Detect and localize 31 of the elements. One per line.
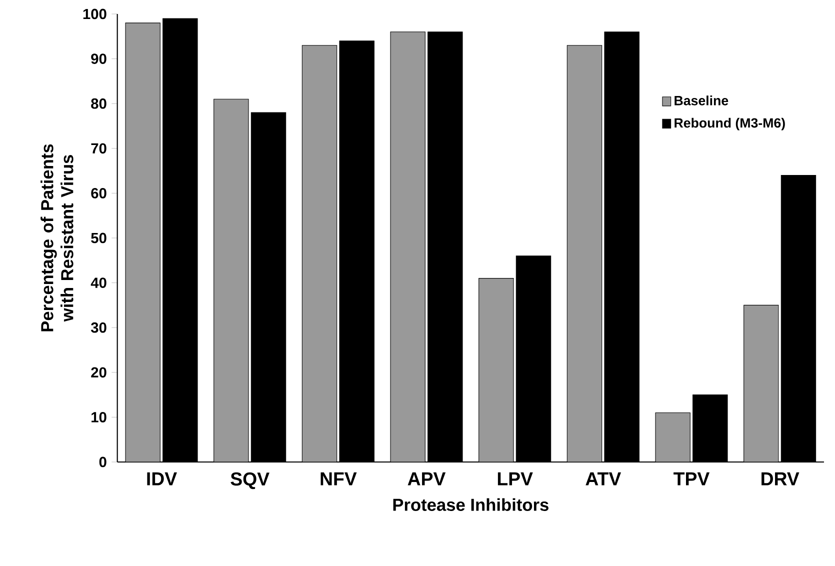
bar [566, 45, 602, 462]
x-tick-label: SQV [230, 472, 270, 490]
bar [125, 22, 160, 462]
x-tick-label: LPV [498, 472, 533, 486]
bar [390, 32, 426, 462]
bar [744, 304, 779, 462]
y-tick-label: 30 [90, 322, 106, 333]
y-tick-label: 0 [99, 456, 106, 468]
x-tick-label: NFV [320, 472, 357, 486]
y-tick-label: 100 [83, 8, 106, 20]
y-tick-label: 50 [91, 232, 106, 244]
y-tick-label: 80 [91, 98, 106, 109]
y-tick-label: 20 [91, 367, 106, 378]
x-axis-title: Protease Inhibitors [393, 498, 548, 511]
legend-label: Rebound (M3-M6) [674, 118, 785, 130]
y-axis-title: Percentage of Patients with Resistant Virus [40, 144, 74, 332]
y-tick-label: 10 [92, 412, 106, 422]
bar [302, 45, 338, 462]
x-tick-label: TPV [674, 472, 710, 486]
y-tick-label: 90 [91, 54, 106, 64]
x-tick-label: APV [408, 472, 446, 486]
bar [478, 278, 514, 462]
bar [655, 412, 690, 462]
x-tick-label: DRV [762, 472, 800, 486]
bar [214, 98, 249, 462]
y-tick-label: 70 [91, 143, 106, 154]
x-tick-label: ATV [586, 472, 622, 486]
legend-label: Baseline [674, 96, 728, 106]
y-tick-label: 60 [91, 188, 106, 198]
x-tick-label: IDV [147, 472, 177, 486]
y-tick-label: 40 [90, 278, 106, 288]
